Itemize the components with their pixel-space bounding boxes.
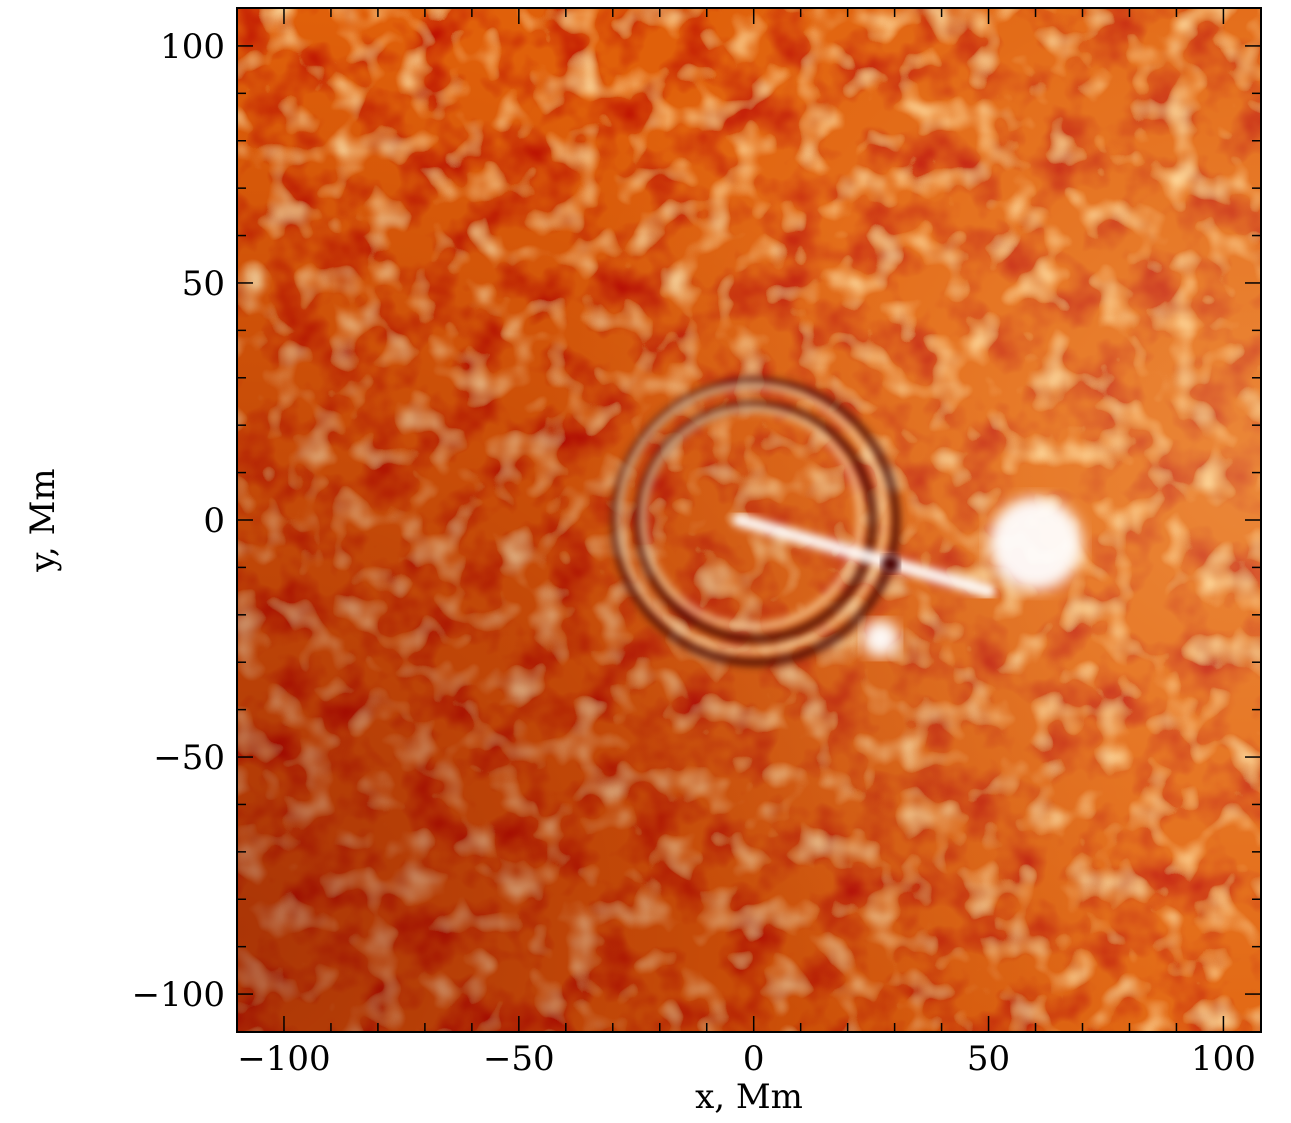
y-axis-label: y, Mm bbox=[23, 468, 63, 572]
ring-feature-1 bbox=[634, 400, 877, 644]
x-tick-label: −100 bbox=[237, 1039, 330, 1079]
bright-streak-2 bbox=[732, 513, 996, 599]
bright-patch-3 bbox=[988, 496, 1083, 591]
y-tick-label: 50 bbox=[182, 264, 225, 304]
y-axis-ticks: 100 50 0 −50 −100 bbox=[132, 27, 225, 1015]
ring-feature-0 bbox=[610, 377, 901, 667]
x-tick-label: 50 bbox=[967, 1039, 1010, 1079]
y-tick-label: 100 bbox=[160, 27, 225, 67]
x-tick-label: −50 bbox=[483, 1039, 555, 1079]
y-tick-label: −100 bbox=[132, 975, 225, 1015]
bright-patch-4 bbox=[861, 619, 900, 658]
y-tick-label: −50 bbox=[153, 738, 225, 778]
x-axis-label: x, Mm bbox=[695, 1077, 803, 1117]
plot-frame bbox=[236, 7, 1262, 1033]
y-tick-label: 0 bbox=[203, 501, 225, 541]
x-tick-label: 0 bbox=[743, 1039, 765, 1079]
x-axis-ticks: −100 −50 0 50 100 bbox=[237, 1039, 1256, 1079]
x-tick-label: 100 bbox=[1191, 1039, 1256, 1079]
heatmap-image bbox=[237, 8, 1261, 1032]
